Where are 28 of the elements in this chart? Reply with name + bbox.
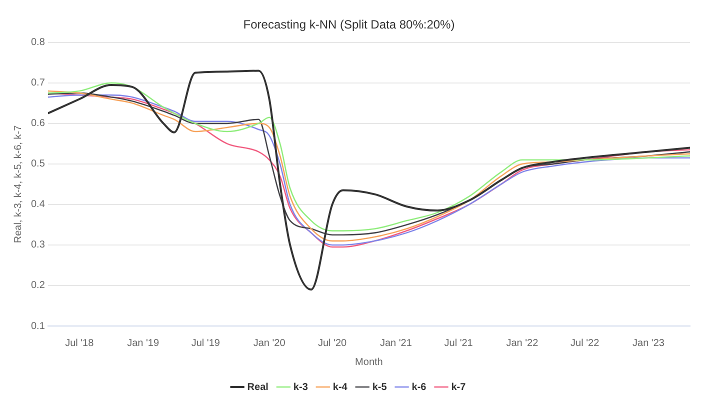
x-axis-title: Month — [355, 356, 383, 368]
y-tick-label: 0.3 — [30, 240, 46, 251]
y-tick-label: 0.7 — [30, 78, 46, 89]
legend-label: k-5 — [372, 382, 388, 393]
legend-label: k-3 — [293, 382, 308, 393]
x-tick-label: Jan '20 — [253, 338, 286, 349]
x-tick-label: Jul '18 — [65, 338, 94, 349]
x-tick-label: Jul '22 — [570, 338, 600, 349]
y-tick-label: 0.2 — [30, 280, 46, 292]
x-tick-label: Jul '19 — [191, 338, 220, 349]
x-tick-label: Jul '21 — [444, 338, 474, 349]
y-tick-label: 0.4 — [30, 199, 46, 210]
chart-title: Forecasting k-NN (Split Data 80%:20%) — [243, 18, 455, 32]
legend-label: k-6 — [412, 382, 427, 393]
y-axis-title: Real, k-3, k-4, k-5, k-6, k-7 — [12, 124, 24, 244]
legend-label: k-7 — [451, 382, 466, 393]
x-tick-label: Jan '19 — [127, 338, 160, 349]
x-tick-label: Jul '20 — [318, 338, 348, 349]
y-tick-label: 0.5 — [30, 158, 46, 170]
x-tick-label: Jan '23 — [632, 338, 665, 349]
x-tick-label: Jan '22 — [506, 338, 539, 349]
y-tick-label: 0.8 — [30, 37, 46, 48]
line-series — [48, 70, 690, 291]
x-tick-label: Jan '21 — [380, 338, 412, 349]
legend-label: Real — [247, 382, 269, 393]
legend-label: k-4 — [332, 382, 348, 393]
y-tick-label: 0.6 — [30, 118, 46, 130]
y-tick-label: 0.1 — [30, 320, 46, 332]
